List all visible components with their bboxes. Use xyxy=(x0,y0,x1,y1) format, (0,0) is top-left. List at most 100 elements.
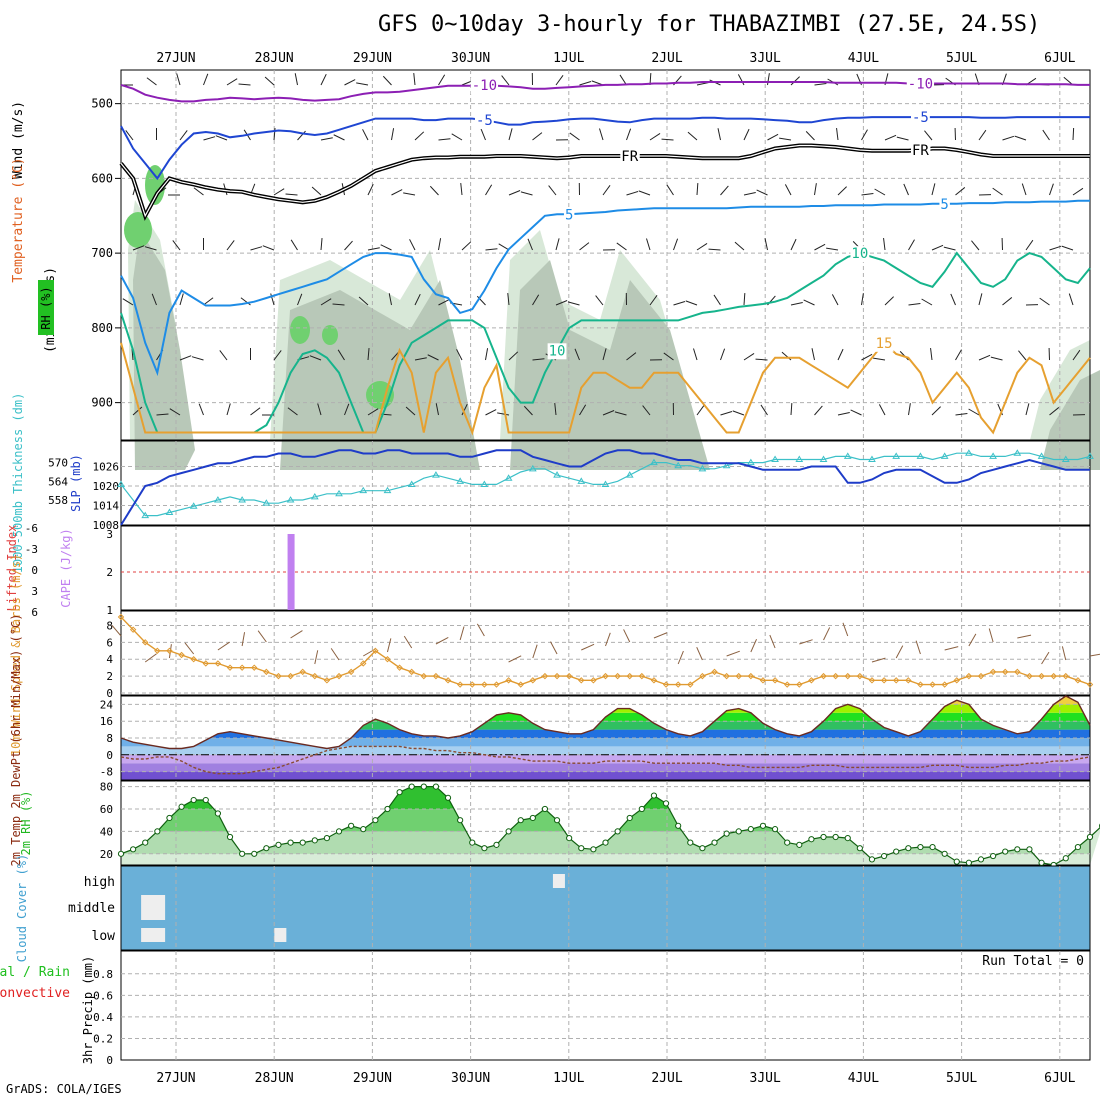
wind-barb xyxy=(878,404,886,416)
wind-barb xyxy=(367,348,370,361)
thickness-marker xyxy=(214,496,222,503)
rh-marker xyxy=(638,805,645,813)
contour-label-bg xyxy=(906,76,935,93)
wind-speed-marker xyxy=(493,681,500,688)
contour-label: -10 xyxy=(908,76,933,92)
thickness-marker xyxy=(165,508,174,516)
thickness-marker xyxy=(577,477,586,484)
wind-barb xyxy=(238,83,251,86)
wind-barb xyxy=(638,190,651,196)
wind-barb xyxy=(673,301,686,306)
wind-speed-marker xyxy=(638,672,646,680)
wind-barb xyxy=(626,352,637,361)
wind-barb xyxy=(508,128,513,141)
rh-marker xyxy=(917,843,924,851)
wind-barb xyxy=(661,138,674,141)
wind-barb xyxy=(955,187,966,196)
rh-marker xyxy=(735,828,742,835)
cape-tick-label: 3 xyxy=(106,528,113,541)
thickness-marker xyxy=(674,461,683,469)
contour-label-bg xyxy=(620,148,640,165)
rh-marker xyxy=(880,852,888,860)
wind-barb xyxy=(619,74,627,86)
thickness-marker xyxy=(940,452,949,459)
wind-barb xyxy=(367,183,374,196)
wind-speed-marker xyxy=(578,677,585,684)
temp-tick-label: 0 xyxy=(106,749,113,762)
wind-barb-10m xyxy=(508,655,522,663)
thickness-marker xyxy=(141,511,150,519)
wind-barb xyxy=(814,243,826,251)
wind-barb xyxy=(1014,135,1027,141)
thickness-marker xyxy=(1037,452,1046,459)
wind-tick-label: 6 xyxy=(106,636,113,649)
wind-barb xyxy=(990,356,1003,361)
wind-barb xyxy=(955,413,968,416)
wind-barb-10m xyxy=(330,648,340,661)
thickness-marker xyxy=(480,480,489,487)
wind-speed-marker xyxy=(541,672,549,680)
thickness-marker xyxy=(601,480,610,487)
wind-barb xyxy=(649,133,661,141)
wind-barb-10m xyxy=(988,628,994,643)
cloud-level-label: high xyxy=(84,875,115,890)
temp-band xyxy=(121,696,1090,705)
wind-barb xyxy=(460,183,463,196)
wind-speed-marker xyxy=(1062,672,1069,680)
wind-barb xyxy=(908,239,915,251)
wind-barb xyxy=(760,404,768,416)
wind-barb-10m xyxy=(623,629,631,643)
precip-frame xyxy=(120,950,1091,1061)
wind-speed-marker xyxy=(1014,668,1021,676)
wind-barb xyxy=(921,298,933,306)
wind-barb xyxy=(790,76,800,86)
wind-speed-marker xyxy=(965,672,973,680)
wind-barb xyxy=(1061,245,1074,251)
wind-speed-marker xyxy=(880,677,888,684)
li-tick-label: 6 xyxy=(31,606,38,619)
wind-barb xyxy=(555,238,560,251)
wind-barb xyxy=(743,192,756,196)
wind-barb xyxy=(179,355,192,361)
contour-label: -5 xyxy=(476,113,493,129)
wind-barb xyxy=(743,353,755,361)
rh-marker xyxy=(226,833,234,841)
rh-marker xyxy=(420,783,427,790)
wind-barb xyxy=(485,348,489,361)
rh-marker xyxy=(299,839,306,846)
wind-speed-marker xyxy=(808,677,815,684)
wind-barb xyxy=(273,188,285,196)
wind-barb-10m xyxy=(1089,653,1100,657)
wind-barb xyxy=(930,348,933,361)
cloud-patch xyxy=(274,928,287,942)
cape-bar xyxy=(287,534,295,610)
wind-barb xyxy=(602,410,615,416)
thickness-marker xyxy=(843,452,852,459)
rh-marker xyxy=(1074,843,1081,851)
wind-barb xyxy=(663,352,674,361)
wind-speed-marker xyxy=(347,668,355,676)
wind-barb-10m xyxy=(257,630,267,643)
contour-label: FR xyxy=(621,149,638,165)
wind-barb xyxy=(480,128,486,141)
wind-speed-marker xyxy=(444,677,452,684)
wind-barb xyxy=(931,244,944,251)
wind-barb xyxy=(555,300,568,306)
wind-barb-10m xyxy=(435,636,449,645)
slp-tick-label: 1020 xyxy=(93,480,120,493)
date-label-top: 28JUN xyxy=(255,51,294,66)
wind-barb xyxy=(1068,293,1074,306)
wind-barb xyxy=(414,131,425,141)
wind-barb xyxy=(685,300,698,306)
date-label-bottom: 29JUN xyxy=(353,1071,392,1086)
wind-barb xyxy=(122,298,134,306)
wind-barb xyxy=(270,293,275,306)
wind-speed-marker xyxy=(687,681,694,688)
wind-barb xyxy=(896,136,909,141)
wind-barb-10m xyxy=(144,653,157,663)
rh-marker xyxy=(650,792,658,799)
rh-marker xyxy=(977,856,985,863)
wind-barb xyxy=(861,353,873,361)
wind-speed-marker xyxy=(190,656,197,663)
axis-label-wind-10m: 10m Wind Speed & Barbs (m/s) xyxy=(9,554,23,756)
